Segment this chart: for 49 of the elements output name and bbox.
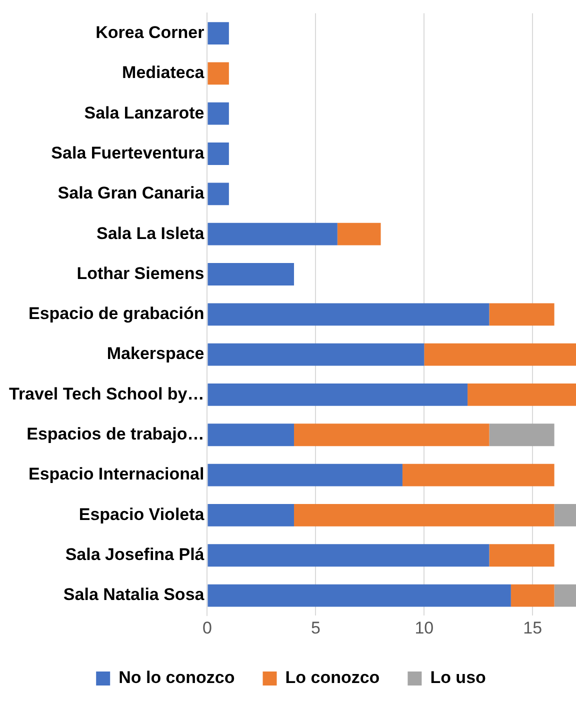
y-tick-label: Sala Natalia Sosa [63,585,205,604]
bar [208,303,490,326]
bar [208,182,229,206]
bar [489,544,554,567]
x-tick-label: 0 [202,618,212,638]
y-tick-label: Espacio de grabación [28,304,204,324]
bar [208,504,294,526]
bar [294,504,554,526]
bar [208,102,229,125]
x-tick-label: 15 [523,618,542,638]
bar [208,62,229,85]
y-tick-label: Sala La Isleta [96,224,205,243]
legend-label: Lo conozco [285,668,380,688]
bar [208,222,338,246]
y-tick-label: Espacio Internacional [28,464,204,484]
bar [208,343,424,366]
y-tick-label: Espacios de trabajo… [26,424,204,444]
y-tick-label: Korea Corner [96,22,205,42]
legend-label: No lo conozco [118,668,235,688]
bar [208,544,490,567]
bar [294,424,490,446]
y-tick-label: Sala Fuerteventura [51,143,205,162]
y-tick-label: Travel Tech School by… [8,384,204,404]
bar [468,384,576,406]
y-tick-label: Lothar Siemens [76,264,204,283]
bar [208,584,511,607]
y-tick-label: Sala Josefina Plá [65,545,205,564]
bar [510,584,554,607]
bar [402,464,554,486]
bar [208,142,229,165]
bar [489,424,554,446]
bar [337,222,381,246]
bar [208,424,294,446]
bar [554,504,576,526]
bar [208,464,402,486]
y-tick-label: Mediateca [122,63,205,82]
legend-label: Lo uso [430,668,486,688]
x-tick-label: 5 [310,618,320,638]
bar [208,263,294,286]
bar [424,343,576,366]
bar [489,303,554,326]
bar [208,384,468,406]
bar [208,22,229,44]
y-tick-label: Sala Gran Canaria [58,184,205,203]
y-tick-label: Makerspace [106,344,204,364]
bar [554,584,576,607]
x-tick-label: 10 [414,618,434,638]
y-tick-label: Sala Lanzarote [84,103,204,122]
y-tick-label: Espacio Violeta [78,504,205,524]
